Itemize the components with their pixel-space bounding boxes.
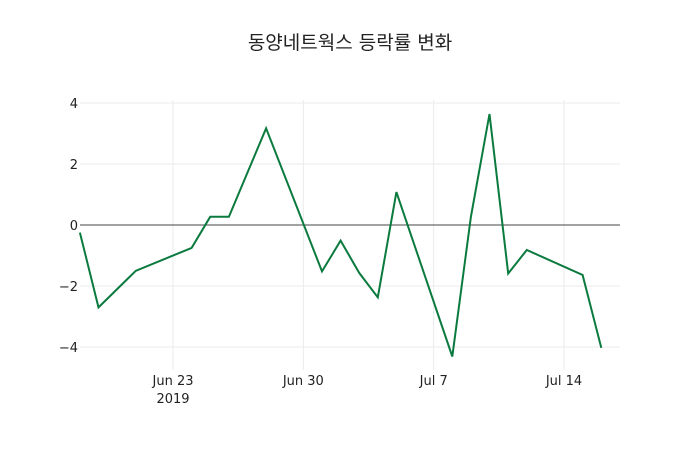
y-tick-label: 4: [70, 97, 78, 112]
y-tick-label: 2: [70, 158, 78, 173]
chart-title: 동양네트웍스 등락률 변화: [247, 32, 453, 54]
x-tick-label: Jul 14: [545, 374, 582, 389]
rate-change-line: [78, 113, 603, 357]
series-line: [78, 113, 603, 357]
y-tick-label: −4: [59, 341, 78, 356]
x-tick-label: Jun 23: [152, 374, 194, 389]
x-tick-label: Jul 7: [419, 374, 448, 389]
y-axis: 4 2 0 −2 −4: [59, 97, 78, 356]
x-tick-year-label: 2019: [156, 392, 189, 407]
x-tick-label: Jun 30: [282, 374, 324, 389]
x-axis: Jun 23 2019 Jun 30 Jul 7 Jul 14: [152, 374, 583, 407]
y-tick-label: 0: [70, 219, 78, 234]
y-tick-label: −2: [59, 280, 78, 295]
gridlines: [80, 100, 620, 370]
